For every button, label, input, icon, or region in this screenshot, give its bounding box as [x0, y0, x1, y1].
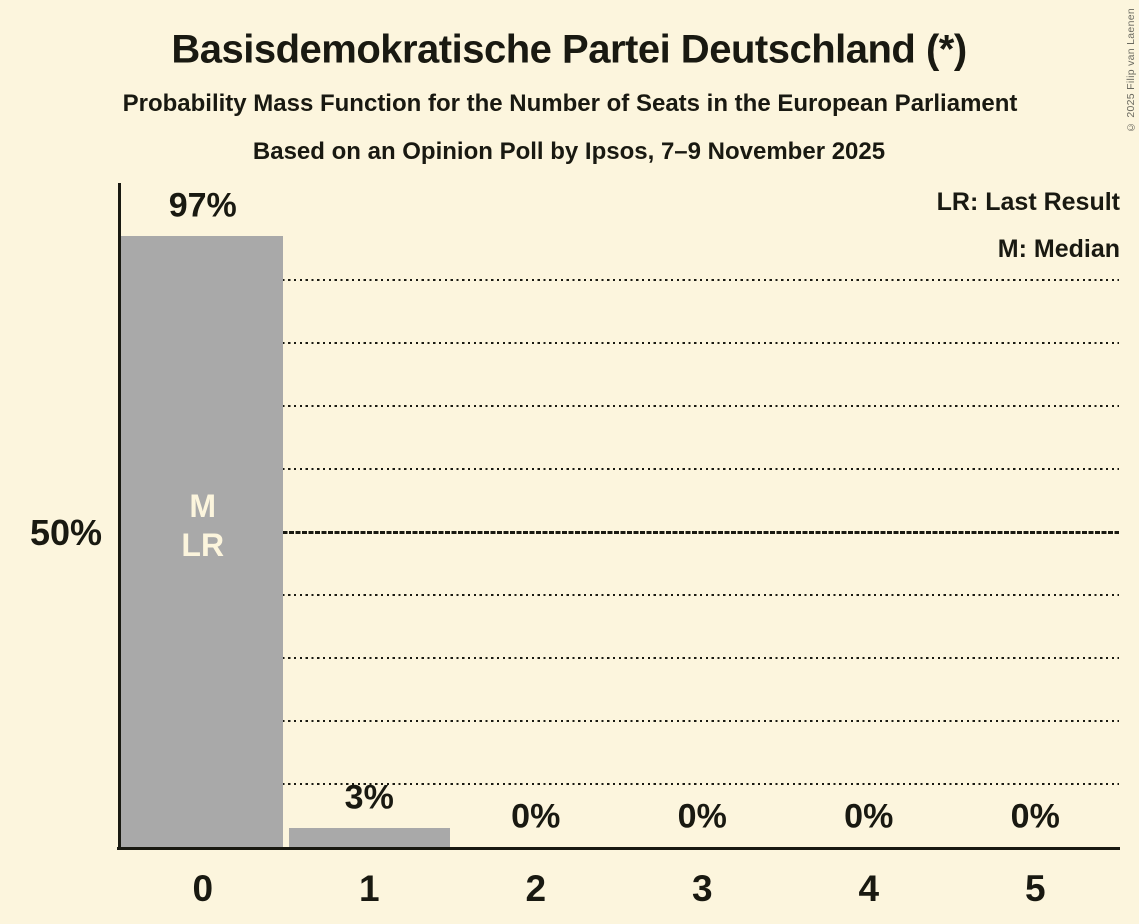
x-tick-label-2: 2: [525, 868, 547, 909]
legend-median: M: Median: [997, 235, 1120, 263]
gridline-20pct: [120, 720, 1119, 723]
gridline-30pct: [120, 657, 1119, 660]
x-tick-label-0: 0: [192, 868, 214, 909]
value-label-seats-5: 0%: [1010, 797, 1060, 836]
bar-seats-1: [289, 828, 450, 847]
value-label-seats-2: 0%: [511, 797, 561, 836]
chart-legend: LR: Last Result M: Median: [937, 179, 1120, 273]
bar-annotation-line-lr: LR: [181, 527, 225, 564]
bar-seats-0: [121, 235, 283, 847]
value-label-seats-4: 0%: [844, 797, 894, 836]
legend-last-result: LR: Last Result: [936, 188, 1120, 216]
x-tick-label-4: 4: [858, 868, 880, 909]
x-tick-label-1: 1: [358, 868, 380, 909]
gridline-40pct: [120, 594, 1119, 597]
gridline-70pct: [120, 405, 1119, 408]
gridline-10pct: [120, 783, 1119, 786]
y-axis-label-50: 50%: [29, 512, 102, 553]
chart-poll-source: Based on an Opinion Poll by Ipsos, 7–9 N…: [252, 138, 886, 165]
gridline-80pct: [120, 342, 1119, 345]
gridline-90pct: [120, 279, 1119, 282]
value-label-seats-1: 3%: [344, 778, 394, 817]
chart-title: Basisdemokratische Partei Deutschland (*…: [171, 27, 967, 72]
y-axis-line: [118, 183, 121, 850]
value-label-seats-0: 97%: [168, 186, 237, 225]
x-axis-line: [117, 847, 1120, 850]
copyright-notice: © 2025 Filip van Laenen: [1125, 8, 1137, 134]
gridline-60pct: [120, 468, 1119, 471]
value-label-seats-3: 0%: [677, 797, 727, 836]
chart-subtitle: Probability Mass Function for the Number…: [122, 90, 1018, 117]
x-tick-label-5: 5: [1024, 868, 1046, 909]
bar-annotation-line-m: M: [189, 488, 217, 525]
gridline-50pct-solid: [120, 530, 1119, 534]
x-tick-label-3: 3: [691, 868, 713, 909]
bar-annotation-median-lastresult: M LR: [181, 487, 224, 565]
